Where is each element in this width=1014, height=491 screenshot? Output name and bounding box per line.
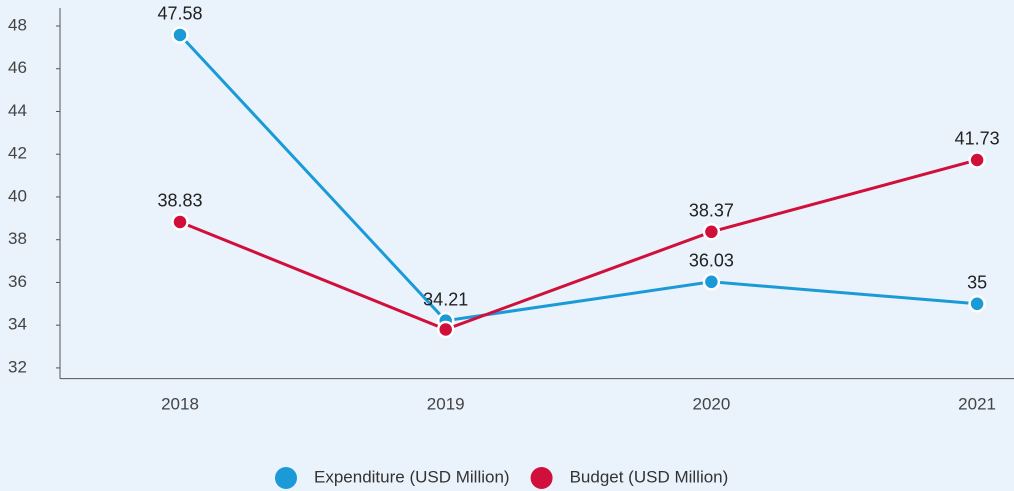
y-tick-label: 44	[8, 101, 27, 120]
data-label: 38.37	[689, 201, 734, 221]
legend-swatch	[275, 467, 297, 489]
y-tick-label: 46	[8, 58, 27, 77]
y-tick-label: 38	[8, 229, 27, 248]
data-label: 41.73	[955, 129, 1000, 149]
legend-label: Budget (USD Million)	[570, 467, 729, 486]
y-tick-label: 42	[8, 144, 27, 163]
series-line	[179, 158, 978, 332]
data-label: 36.03	[689, 251, 734, 271]
y-tick-label: 32	[8, 357, 27, 376]
series-line	[178, 33, 978, 323]
y-tick-label: 36	[8, 272, 27, 291]
point	[968, 151, 986, 169]
point	[702, 273, 721, 291]
y-tick-label: 40	[8, 186, 27, 205]
x-tick-label: 2018	[161, 394, 199, 413]
data-label: 34.21	[423, 289, 468, 309]
data-label: 38.83	[157, 191, 202, 211]
point	[968, 295, 986, 313]
y-tick-label: 48	[8, 15, 27, 34]
legend-swatch	[530, 467, 553, 489]
y-tick-label: 34	[8, 315, 27, 334]
point	[436, 320, 455, 339]
data-label: 35	[967, 273, 987, 293]
data-label: 47.58	[157, 4, 202, 24]
x-tick-label: 2021	[958, 394, 996, 413]
point	[171, 213, 189, 231]
legend-label: Expenditure (USD Million)	[314, 467, 510, 486]
x-tick-label: 2019	[427, 394, 465, 413]
point	[702, 223, 721, 241]
x-tick-label: 2020	[692, 394, 730, 413]
point	[171, 26, 189, 44]
